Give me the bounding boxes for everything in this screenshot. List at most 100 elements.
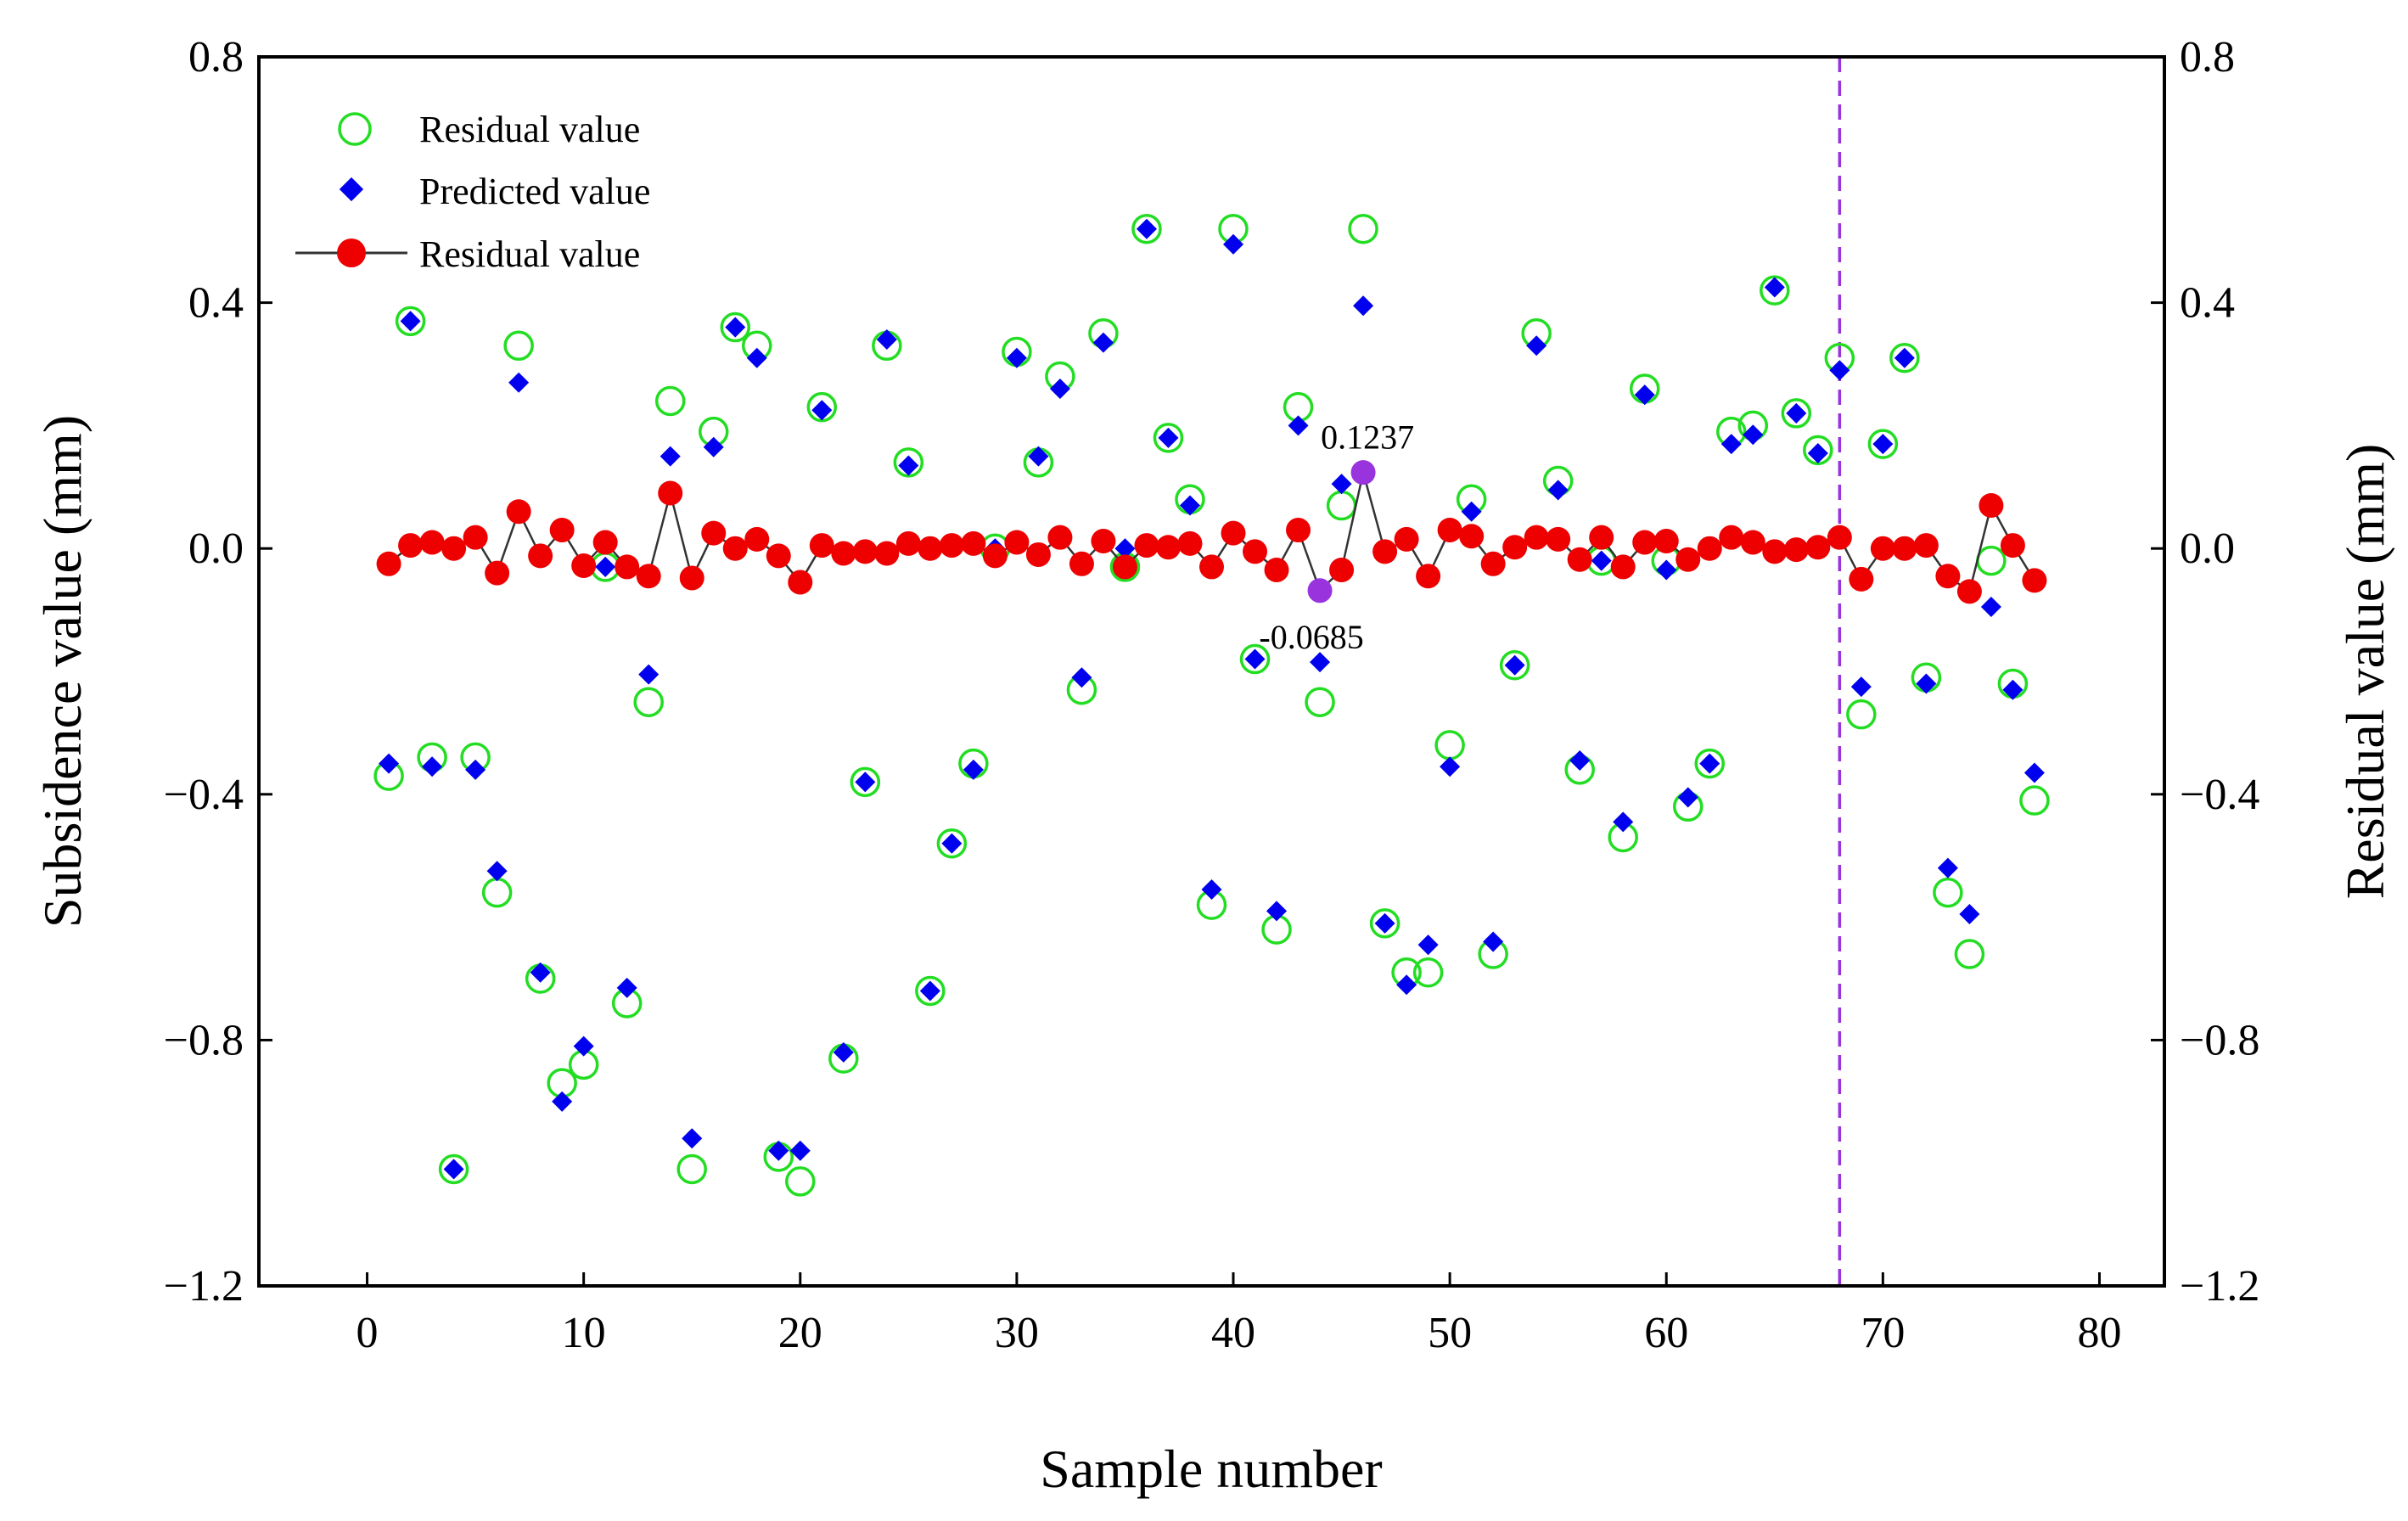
legend-label-residual-filled: Residual value (419, 233, 640, 275)
residual-point (1394, 526, 1419, 552)
residual-open-point (1889, 343, 1920, 373)
residual-point-highlight (1350, 460, 1376, 485)
residual-point (1112, 554, 1137, 580)
predicted-point (1547, 480, 1569, 501)
residual-point (1783, 537, 1809, 563)
predicted-point (1353, 295, 1374, 317)
residual-point (1805, 535, 1831, 560)
residual-open-point (1694, 748, 1726, 779)
residual-open-point (503, 330, 534, 362)
predicted-point (1786, 402, 1807, 424)
residual-point (485, 560, 510, 586)
predicted-point (1504, 654, 1525, 676)
residual-open-point (1760, 275, 1790, 306)
residual-open-point (1434, 730, 1465, 760)
residual-point (1004, 530, 1030, 555)
residual-point (1610, 554, 1636, 580)
predicted-point (1526, 335, 1547, 356)
predicted-point (1656, 559, 1677, 581)
residual-point (788, 570, 813, 595)
residual-point (2022, 568, 2047, 593)
residual-point (679, 565, 704, 591)
residual-open-point (1867, 429, 1899, 459)
y-tick-label-left-4: −0.8 (164, 1016, 244, 1064)
residual-point (1589, 525, 1614, 550)
predicted-point (1937, 857, 1958, 878)
predicted-point (1850, 676, 1872, 698)
y-tick-label-left-5: −1.2 (164, 1262, 244, 1311)
x-tick-label-50: 50 (1428, 1309, 1472, 1357)
annotation-min-residual: -0.0685 (1259, 618, 1363, 656)
predicted-point (1310, 652, 1331, 673)
residual-point (463, 525, 488, 550)
predicted-point (1158, 427, 1179, 448)
residual-point (1091, 529, 1116, 554)
predicted-point (1634, 384, 1655, 406)
annotation-max-residual: 0.1237 (1321, 418, 1414, 457)
residual-point (1892, 536, 1917, 561)
residual-point (592, 530, 618, 555)
residual-point (918, 536, 943, 561)
predicted-point (1980, 596, 2001, 618)
predicted-point (2002, 679, 2024, 700)
predicted-point (1483, 931, 1504, 952)
predicted-point (486, 861, 508, 882)
residual-point (1524, 525, 1549, 550)
residual-open-point (785, 1166, 816, 1197)
y-axis-title-right: Residual value (mm) (2335, 444, 2395, 900)
y-tick-label-right-5: −1.2 (2180, 1262, 2259, 1311)
predicted-point (1092, 332, 1114, 353)
x-tick-label-20: 20 (778, 1309, 822, 1357)
predicted-point (1699, 753, 1720, 774)
residual-open-point (1954, 939, 1985, 969)
residual-open-point (1803, 435, 1833, 466)
residual-point (766, 543, 791, 569)
residual-point (1177, 530, 1203, 556)
residual-point (419, 530, 445, 555)
residual-open-point (1412, 957, 1444, 988)
residual-open-point (395, 306, 426, 337)
residual-point (441, 536, 467, 561)
predicted-point (508, 372, 530, 393)
residual-point (506, 499, 531, 525)
residual-point (571, 553, 597, 578)
residual-open-point (1348, 213, 1378, 244)
legend-label-residual-open: Residual value (419, 109, 640, 150)
x-tick-label-40: 40 (1211, 1309, 1255, 1357)
predicted-point (1743, 424, 1764, 446)
residual-open-point (1305, 687, 1335, 717)
residual-open-point (2019, 785, 2050, 816)
y-tick-label-right-1: 0.4 (2180, 279, 2235, 328)
predicted-point (768, 1140, 789, 1161)
predicted-point (2024, 762, 2045, 783)
residual-point (874, 541, 900, 566)
predicted-point (530, 962, 551, 983)
predicted-point (1959, 903, 1980, 925)
predicted-point (616, 977, 637, 998)
residual-point (1372, 539, 1398, 564)
legend-marker-residual-filled (337, 239, 366, 267)
predicted-point (1331, 474, 1352, 495)
residual-point (1567, 547, 1592, 572)
residual-point (1459, 524, 1485, 549)
residual-point (398, 533, 424, 558)
residual-open-point (893, 447, 924, 478)
annotations: 0.1237 -0.0685 (1259, 418, 1414, 656)
predicted-point (963, 759, 984, 780)
predicted-point (1136, 218, 1157, 239)
y-tick-label-left-2: 0.0 (188, 525, 244, 573)
residual-point (1632, 530, 1658, 555)
predicted-point (1288, 415, 1309, 436)
y-tick-label-right-0: 0.8 (2180, 33, 2235, 81)
x-tick-label-30: 30 (995, 1309, 1039, 1357)
predicted-point (1006, 347, 1027, 368)
predicted-point (1591, 550, 1612, 571)
residual-point (658, 480, 683, 506)
predicted-point (443, 1159, 464, 1180)
residual-open-point (633, 687, 664, 717)
predicted-point (379, 753, 400, 774)
residual-point (1546, 526, 1571, 552)
predicted-point (1613, 811, 1634, 833)
residual-point (1416, 564, 1441, 589)
y-tick-label-left-1: 0.4 (188, 279, 244, 328)
